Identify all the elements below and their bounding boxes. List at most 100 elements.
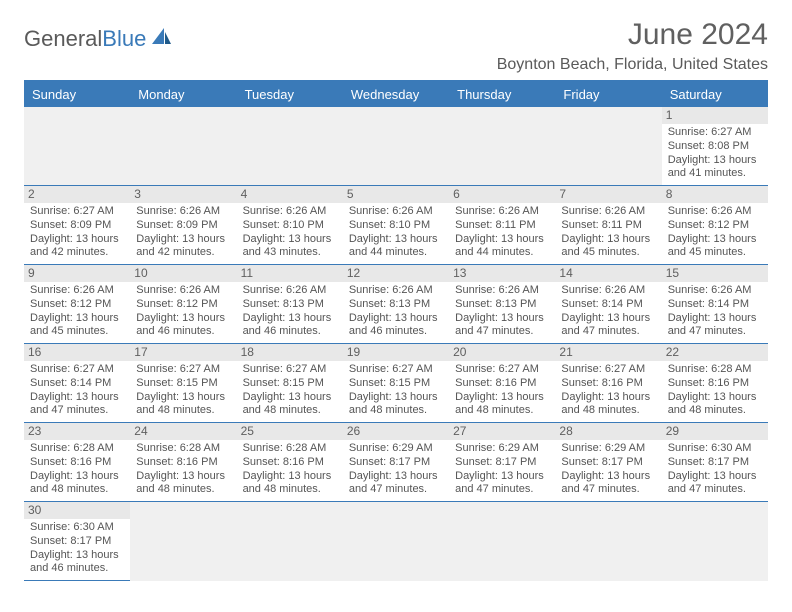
- sunrise-line: Sunrise: 6:27 AM: [30, 363, 124, 377]
- day-number: 26: [343, 423, 449, 440]
- calendar-row: 30Sunrise: 6:30 AMSunset: 8:17 PMDayligh…: [24, 502, 768, 581]
- weekday-header-row: SundayMondayTuesdayWednesdayThursdayFrid…: [24, 81, 768, 107]
- sail-icon: [150, 26, 172, 52]
- day-number: 12: [343, 265, 449, 282]
- day-number: 13: [449, 265, 555, 282]
- sunrise-line: Sunrise: 6:28 AM: [30, 442, 124, 456]
- daylight-line: Daylight: 13 hours and 48 minutes.: [668, 391, 762, 419]
- sunset-line: Sunset: 8:17 PM: [455, 456, 549, 470]
- daylight-line: Daylight: 13 hours and 46 minutes.: [349, 312, 443, 340]
- daylight-line: Daylight: 13 hours and 42 minutes.: [30, 233, 124, 261]
- empty-cell: [662, 502, 768, 581]
- empty-cell: [555, 107, 661, 186]
- sunset-line: Sunset: 8:12 PM: [668, 219, 762, 233]
- day-number: 24: [130, 423, 236, 440]
- day-cell: 27Sunrise: 6:29 AMSunset: 8:17 PMDayligh…: [449, 423, 555, 502]
- day-number: 1: [662, 107, 768, 124]
- daylight-line: Daylight: 13 hours and 44 minutes.: [349, 233, 443, 261]
- sunset-line: Sunset: 8:16 PM: [136, 456, 230, 470]
- day-cell: 6Sunrise: 6:26 AMSunset: 8:11 PMDaylight…: [449, 186, 555, 265]
- sunrise-line: Sunrise: 6:26 AM: [243, 284, 337, 298]
- daylight-line: Daylight: 13 hours and 43 minutes.: [243, 233, 337, 261]
- sunrise-line: Sunrise: 6:26 AM: [243, 205, 337, 219]
- day-number: 28: [555, 423, 661, 440]
- calendar-grid: SundayMondayTuesdayWednesdayThursdayFrid…: [24, 80, 768, 581]
- day-number: 8: [662, 186, 768, 203]
- sunrise-line: Sunrise: 6:26 AM: [455, 205, 549, 219]
- sunset-line: Sunset: 8:13 PM: [455, 298, 549, 312]
- day-cell: 11Sunrise: 6:26 AMSunset: 8:13 PMDayligh…: [237, 265, 343, 344]
- day-number: 27: [449, 423, 555, 440]
- logo: GeneralBlue: [24, 26, 172, 52]
- day-number: 4: [237, 186, 343, 203]
- day-cell: 14Sunrise: 6:26 AMSunset: 8:14 PMDayligh…: [555, 265, 661, 344]
- day-cell: 29Sunrise: 6:30 AMSunset: 8:17 PMDayligh…: [662, 423, 768, 502]
- day-cell: 10Sunrise: 6:26 AMSunset: 8:12 PMDayligh…: [130, 265, 236, 344]
- sunrise-line: Sunrise: 6:27 AM: [455, 363, 549, 377]
- day-cell: 15Sunrise: 6:26 AMSunset: 8:14 PMDayligh…: [662, 265, 768, 344]
- sunrise-line: Sunrise: 6:28 AM: [136, 442, 230, 456]
- daylight-line: Daylight: 13 hours and 47 minutes.: [668, 470, 762, 498]
- weekday-header: Wednesday: [343, 81, 449, 107]
- day-cell: 16Sunrise: 6:27 AMSunset: 8:14 PMDayligh…: [24, 344, 130, 423]
- sunrise-line: Sunrise: 6:27 AM: [243, 363, 337, 377]
- day-cell: 1Sunrise: 6:27 AMSunset: 8:08 PMDaylight…: [662, 107, 768, 186]
- daylight-line: Daylight: 13 hours and 47 minutes.: [455, 312, 549, 340]
- weekday-header: Sunday: [24, 81, 130, 107]
- day-cell: 9Sunrise: 6:26 AMSunset: 8:12 PMDaylight…: [24, 265, 130, 344]
- location: Boynton Beach, Florida, United States: [497, 56, 768, 74]
- day-number: 17: [130, 344, 236, 361]
- daylight-line: Daylight: 13 hours and 48 minutes.: [349, 391, 443, 419]
- sunrise-line: Sunrise: 6:27 AM: [668, 126, 762, 140]
- sunset-line: Sunset: 8:16 PM: [668, 377, 762, 391]
- day-number: 16: [24, 344, 130, 361]
- sunrise-line: Sunrise: 6:27 AM: [349, 363, 443, 377]
- day-number: 29: [662, 423, 768, 440]
- empty-cell: [343, 502, 449, 581]
- calendar-page: GeneralBlue June 2024 Boynton Beach, Flo…: [0, 0, 792, 599]
- day-number: 10: [130, 265, 236, 282]
- empty-cell: [555, 502, 661, 581]
- daylight-line: Daylight: 13 hours and 46 minutes.: [243, 312, 337, 340]
- empty-cell: [237, 502, 343, 581]
- sunset-line: Sunset: 8:16 PM: [455, 377, 549, 391]
- day-cell: 22Sunrise: 6:28 AMSunset: 8:16 PMDayligh…: [662, 344, 768, 423]
- day-cell: 28Sunrise: 6:29 AMSunset: 8:17 PMDayligh…: [555, 423, 661, 502]
- title-block: June 2024 Boynton Beach, Florida, United…: [497, 18, 768, 74]
- day-cell: 24Sunrise: 6:28 AMSunset: 8:16 PMDayligh…: [130, 423, 236, 502]
- calendar-row: 16Sunrise: 6:27 AMSunset: 8:14 PMDayligh…: [24, 344, 768, 423]
- day-cell: 17Sunrise: 6:27 AMSunset: 8:15 PMDayligh…: [130, 344, 236, 423]
- day-number: 6: [449, 186, 555, 203]
- day-cell: 25Sunrise: 6:28 AMSunset: 8:16 PMDayligh…: [237, 423, 343, 502]
- day-number: 15: [662, 265, 768, 282]
- day-number: 22: [662, 344, 768, 361]
- sunrise-line: Sunrise: 6:26 AM: [561, 205, 655, 219]
- sunset-line: Sunset: 8:15 PM: [243, 377, 337, 391]
- empty-cell: [449, 502, 555, 581]
- day-number: 19: [343, 344, 449, 361]
- daylight-line: Daylight: 13 hours and 46 minutes.: [30, 549, 124, 577]
- daylight-line: Daylight: 13 hours and 48 minutes.: [136, 391, 230, 419]
- daylight-line: Daylight: 13 hours and 47 minutes.: [668, 312, 762, 340]
- day-cell: 7Sunrise: 6:26 AMSunset: 8:11 PMDaylight…: [555, 186, 661, 265]
- sunset-line: Sunset: 8:13 PM: [349, 298, 443, 312]
- day-number: 25: [237, 423, 343, 440]
- day-number: 2: [24, 186, 130, 203]
- sunset-line: Sunset: 8:12 PM: [30, 298, 124, 312]
- day-number: 23: [24, 423, 130, 440]
- sunset-line: Sunset: 8:16 PM: [30, 456, 124, 470]
- sunset-line: Sunset: 8:08 PM: [668, 140, 762, 154]
- day-number: 7: [555, 186, 661, 203]
- daylight-line: Daylight: 13 hours and 46 minutes.: [136, 312, 230, 340]
- sunrise-line: Sunrise: 6:26 AM: [30, 284, 124, 298]
- daylight-line: Daylight: 13 hours and 47 minutes.: [561, 470, 655, 498]
- sunset-line: Sunset: 8:17 PM: [349, 456, 443, 470]
- daylight-line: Daylight: 13 hours and 47 minutes.: [30, 391, 124, 419]
- day-cell: 8Sunrise: 6:26 AMSunset: 8:12 PMDaylight…: [662, 186, 768, 265]
- weekday-header: Thursday: [449, 81, 555, 107]
- sunrise-line: Sunrise: 6:30 AM: [668, 442, 762, 456]
- sunrise-line: Sunrise: 6:26 AM: [668, 284, 762, 298]
- day-cell: 30Sunrise: 6:30 AMSunset: 8:17 PMDayligh…: [24, 502, 130, 581]
- empty-cell: [130, 502, 236, 581]
- calendar-row: 23Sunrise: 6:28 AMSunset: 8:16 PMDayligh…: [24, 423, 768, 502]
